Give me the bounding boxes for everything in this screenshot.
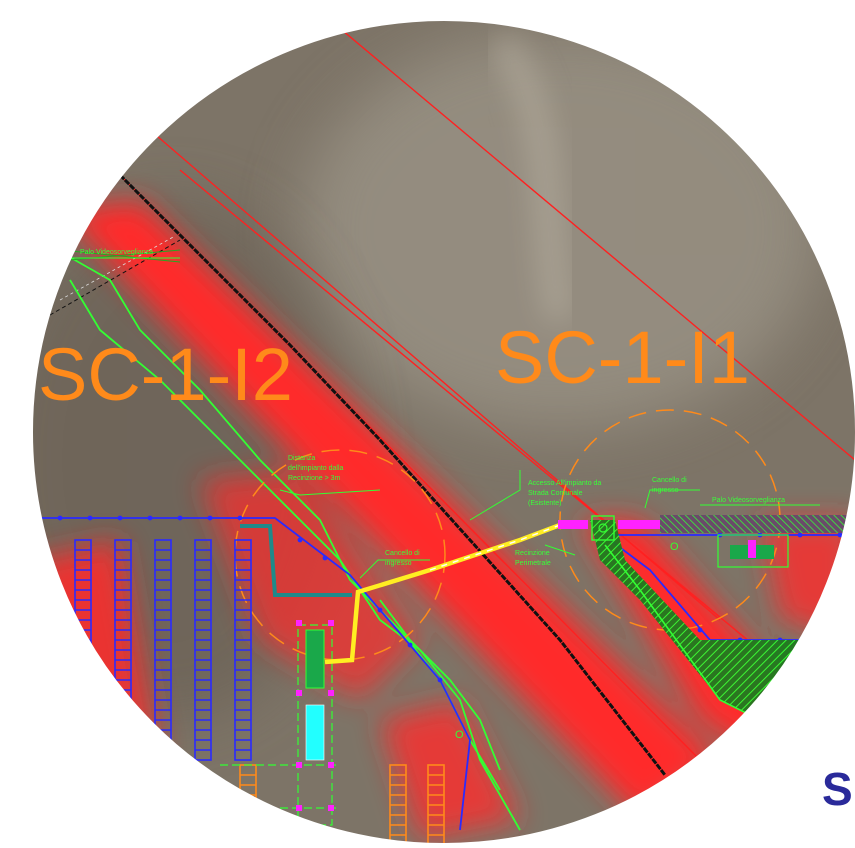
corridor-node	[328, 690, 334, 696]
vegetation-edge-3	[379, 599, 501, 771]
leader-fence	[544, 544, 576, 556]
fence-posts	[57, 515, 843, 683]
gate-bar-right-2	[618, 520, 660, 529]
leader-access	[469, 470, 521, 521]
annotation-access-1: Accesso All'impianto da	[528, 480, 601, 487]
annotation-fence-1: Recinzione	[515, 550, 550, 557]
corner-letter: S	[822, 763, 853, 815]
corridor-node	[328, 805, 334, 811]
annotation-gate-right-1: Cancello di	[652, 477, 687, 484]
range-circle-left	[234, 449, 446, 661]
fence-post	[437, 677, 443, 683]
road-border-dashed-2	[59, 235, 176, 301]
gate-bar-right	[558, 520, 588, 529]
hatched-band	[660, 515, 855, 533]
leader-distance	[279, 489, 381, 496]
leader-lines	[72, 257, 820, 579]
gate-box	[591, 515, 615, 541]
annotations: Palo Videosorveglianza Distanza dell'imp…	[80, 249, 785, 567]
fence-post	[837, 532, 843, 538]
annotation-fence-2: Perimetrale	[515, 560, 551, 567]
vegetation-outline-2	[59, 249, 181, 263]
annotation-gate-right-2: ingresso	[652, 487, 679, 494]
leader-gate-left	[359, 559, 430, 579]
terrain-stream	[487, 31, 575, 323]
buffer-zone-lower	[380, 700, 520, 840]
boundary-lines	[119, 20, 855, 761]
panel-row	[234, 539, 252, 761]
corridor-node	[328, 762, 334, 768]
annotation-distance-3: Recinzione > 3m	[288, 475, 341, 482]
fence-post	[407, 642, 413, 648]
fence-post	[147, 515, 153, 521]
panel-row	[194, 539, 212, 761]
vegetation-edge-lower	[69, 279, 521, 831]
fence-post	[322, 555, 328, 561]
internal-road	[240, 524, 352, 597]
boundary-line-4	[179, 169, 821, 701]
fence-post	[207, 515, 213, 521]
panel-row-orange	[389, 764, 407, 844]
annotation-camera-pole-left: Palo Videosorveglianza	[80, 249, 153, 256]
corridor-node	[296, 805, 302, 811]
gate-box-knob	[598, 523, 608, 533]
fence-post	[377, 607, 383, 613]
fence-main	[32, 517, 471, 831]
marker-o-right: O	[670, 541, 679, 553]
access-path-dashed	[429, 524, 561, 571]
fence-post	[87, 515, 93, 521]
fence-post	[117, 515, 123, 521]
fence-post	[57, 515, 63, 521]
hatched-strip	[590, 520, 800, 720]
fence-post	[177, 515, 183, 521]
leader-gate-right	[644, 489, 700, 509]
lens-rim	[31, 19, 855, 845]
corridor-node	[296, 762, 302, 768]
fence-post	[697, 627, 703, 633]
fence-post	[237, 515, 243, 521]
inverter-station	[305, 629, 325, 689]
annotation-access-3: (Esistente)	[528, 500, 561, 507]
buffer-zone-main	[60, 200, 720, 820]
corridor-node	[328, 620, 334, 626]
annotation-access-2: Strada Comunale	[528, 490, 583, 497]
cabin-outline	[717, 534, 789, 568]
plant-label-right: SC-1-I1	[495, 316, 750, 399]
corridor-outline	[297, 624, 333, 826]
boundary-line-1	[329, 20, 855, 461]
annotation-distance-1: Distanza	[288, 455, 315, 462]
road-border-line	[113, 168, 667, 776]
marker-o-left: O	[455, 729, 464, 741]
cabin-marker	[748, 540, 756, 558]
corridor-node	[296, 690, 302, 696]
fence-post	[297, 537, 303, 543]
right-plant-area: O	[558, 515, 855, 720]
fence-post	[797, 532, 803, 538]
annotation-gate-left-1: Cancello di	[385, 550, 420, 557]
annotation-camera-pole-right: Palo Videosorveglianza	[712, 497, 785, 504]
annotation-gate-left-2: ingresso	[385, 560, 412, 567]
plant-label-left: SC-1-I2	[38, 333, 293, 416]
transformer-cabin	[305, 704, 325, 761]
corridor-node	[296, 620, 302, 626]
panel-row-orange	[427, 764, 445, 844]
annotation-distance-2: dell'impianto dalla	[288, 465, 344, 472]
